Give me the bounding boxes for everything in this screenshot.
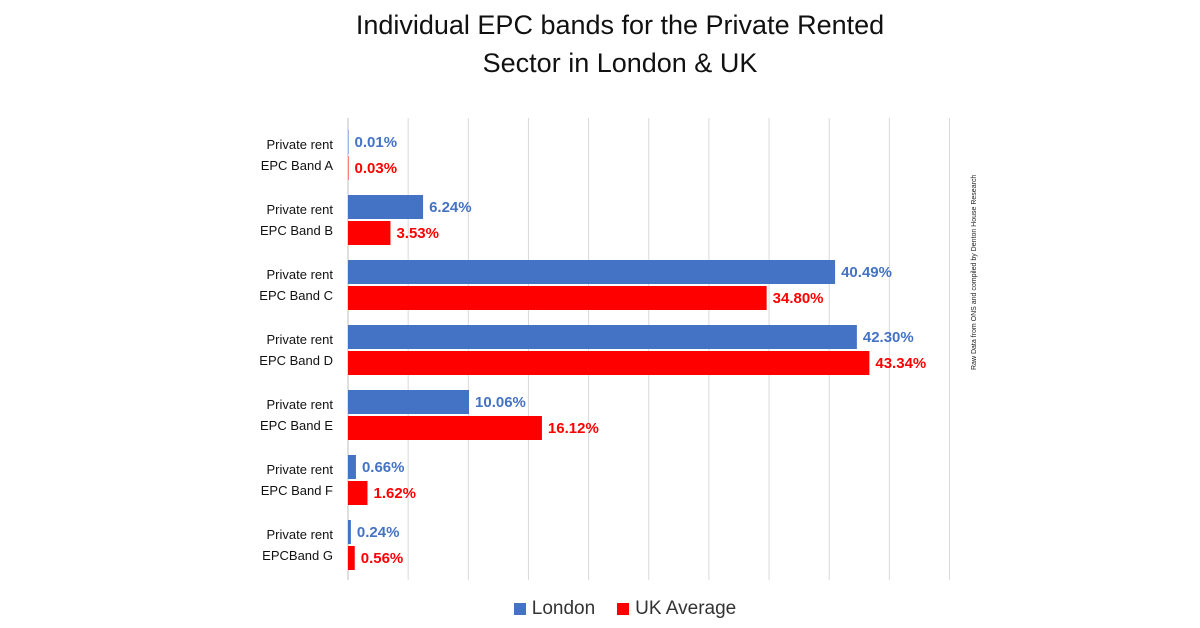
bar-uk-average-5 [348,481,368,505]
bar-london-3 [348,325,857,349]
category-label: EPC Band B [260,223,333,238]
category-label: EPC Band A [261,158,334,173]
category-label: EPCBand G [262,548,333,563]
legend-item-london: London [513,598,596,620]
data-label-uk-average: 43.34% [875,355,926,372]
chart-title-line-2: Sector in London & UK [482,48,758,78]
bar-uk-average-2 [348,286,767,310]
data-label-uk-average: 0.03% [355,160,398,177]
legend-label-london: London [531,598,596,619]
data-label-london: 0.24% [357,524,400,541]
data-label-uk-average: 16.12% [548,420,599,437]
bar-london-4 [348,390,470,414]
chart-legend: London UK Average [0,598,1200,620]
category-label: EPC Band D [259,353,333,368]
category-label: Private rent [267,462,334,477]
source-note: Raw Data from ONS and compiled by Denton… [971,174,978,370]
data-label-uk-average: 0.56% [361,550,404,567]
category-label: Private rent [267,202,334,217]
data-label-london: 40.49% [841,264,892,281]
data-label-london: 10.06% [475,394,526,411]
legend-swatch-uk-average [617,603,630,615]
data-label-uk-average: 34.80% [773,290,824,307]
bar-london-2 [348,260,836,284]
data-label-london: 42.30% [863,329,914,346]
legend-swatch-london [513,603,526,615]
category-label: Private rent [267,267,334,282]
category-label: EPC Band E [260,418,333,433]
data-label-uk-average: 3.53% [396,225,439,242]
bar-uk-average-6 [348,546,355,570]
bar-uk-average-4 [348,416,542,440]
bar-london-1 [348,195,424,219]
chart-title: Individual EPC bands for the Private Ren… [300,6,940,82]
bar-uk-average-1 [348,221,391,245]
category-label: Private rent [267,137,334,152]
bar-london-5 [348,455,356,479]
category-label: Private rent [267,332,334,347]
category-label: EPC Band F [261,483,333,498]
data-label-london: 6.24% [429,199,472,216]
bar-london-6 [348,520,351,544]
bar-uk-average-0 [348,156,349,180]
category-label: Private rent [267,397,334,412]
chart-title-line-1: Individual EPC bands for the Private Ren… [355,10,885,40]
category-label: Private rent [267,527,334,542]
legend-label-uk-average: UK Average [635,598,737,619]
data-label-london: 0.01% [355,134,398,151]
data-label-london: 0.66% [362,459,405,476]
legend-item-uk-average: UK Average [617,598,736,620]
category-label: EPC Band C [259,288,333,303]
bar-uk-average-3 [348,351,870,375]
data-label-uk-average: 1.62% [373,485,416,502]
bar-london-0 [348,130,349,154]
